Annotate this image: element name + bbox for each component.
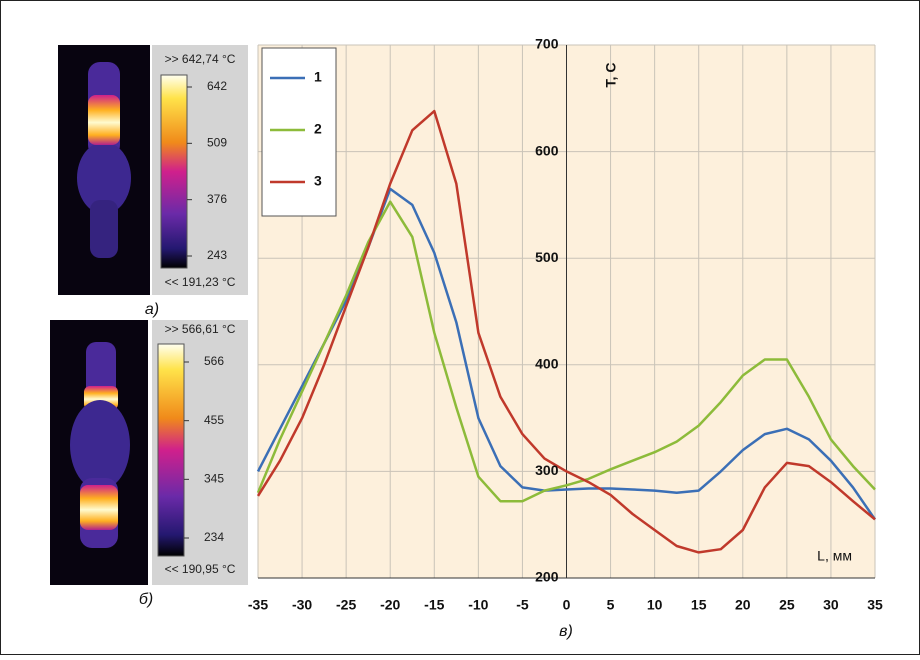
x-tick-label: 35 bbox=[867, 597, 883, 613]
colorbar-tick-label: 243 bbox=[207, 248, 227, 262]
colorbar-max-label: >> 642,74 °C bbox=[165, 52, 236, 66]
x-tick-label: 0 bbox=[563, 597, 571, 613]
thermal-image bbox=[58, 45, 248, 295]
x-tick-label: -25 bbox=[336, 597, 356, 613]
colorbar-min-label: << 191,23 °C bbox=[165, 275, 236, 289]
x-tick-label: 5 bbox=[607, 597, 615, 613]
y-tick-label: 700 bbox=[535, 36, 559, 52]
legend-label: 3 bbox=[314, 173, 322, 189]
x-tick-label: 30 bbox=[823, 597, 839, 613]
x-tick-label: -30 bbox=[292, 597, 312, 613]
colorbar-max-label: >> 566,61 °C bbox=[165, 322, 236, 336]
legend-label: 2 bbox=[314, 121, 322, 137]
caption: в) bbox=[559, 623, 573, 640]
caption: б) bbox=[139, 591, 153, 608]
x-tick-label: -15 bbox=[424, 597, 444, 613]
x-tick-label: -5 bbox=[516, 597, 529, 613]
x-tick-label: 15 bbox=[691, 597, 707, 613]
colorbar-min-label: << 190,95 °C bbox=[165, 562, 236, 576]
legend bbox=[261, 47, 337, 217]
caption: а) bbox=[145, 301, 159, 318]
colorbar-tick-label: 642 bbox=[207, 79, 227, 93]
colorbar-tick-label: 345 bbox=[204, 472, 224, 486]
x-axis-title: L, мм bbox=[817, 548, 852, 564]
colorbar-tick-label: 234 bbox=[204, 530, 224, 544]
y-tick-label: 500 bbox=[535, 249, 559, 265]
colorbar-tick-label: 455 bbox=[204, 413, 224, 427]
colorbar-tick-label: 509 bbox=[207, 136, 227, 150]
x-tick-label: -20 bbox=[380, 597, 400, 613]
y-tick-label: 400 bbox=[535, 356, 559, 372]
y-tick-label: 600 bbox=[535, 142, 559, 158]
legend-label: 1 bbox=[314, 69, 322, 85]
thermal-image bbox=[50, 320, 248, 585]
colorbar-tick-label: 376 bbox=[207, 192, 227, 206]
data-line bbox=[256, 200, 876, 503]
x-tick-label: 25 bbox=[779, 597, 795, 613]
x-tick-label: 10 bbox=[647, 597, 663, 613]
x-tick-label: -10 bbox=[468, 597, 488, 613]
y-axis-title: T, C bbox=[603, 63, 619, 88]
y-tick-label: 300 bbox=[535, 462, 559, 478]
data-line bbox=[256, 109, 876, 554]
x-tick-label: 20 bbox=[735, 597, 751, 613]
x-tick-label: -35 bbox=[248, 597, 268, 613]
colorbar-tick-label: 566 bbox=[204, 354, 224, 368]
y-tick-label: 200 bbox=[535, 569, 559, 585]
